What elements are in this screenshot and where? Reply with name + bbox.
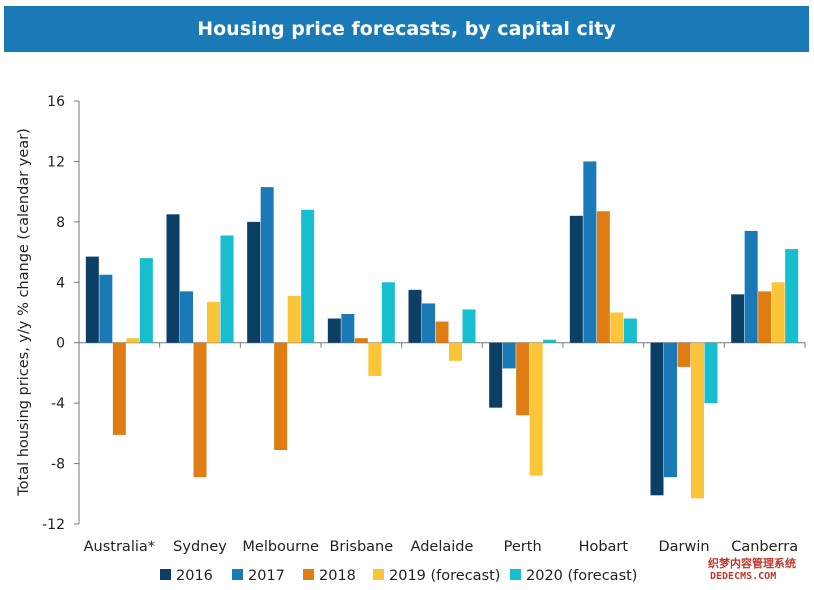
y-tick-label: 0 bbox=[56, 336, 65, 352]
category-label: Canberra bbox=[731, 539, 798, 555]
category-label: Hobart bbox=[579, 539, 629, 555]
watermark-line2: DEDECMS.COM bbox=[710, 571, 776, 582]
bar bbox=[650, 342, 664, 496]
bar bbox=[596, 211, 610, 343]
bar bbox=[785, 249, 799, 343]
bar bbox=[220, 235, 234, 343]
bar bbox=[569, 215, 583, 343]
legend-swatch bbox=[160, 569, 171, 580]
bar bbox=[489, 342, 503, 408]
y-tick-label: -4 bbox=[51, 396, 65, 412]
category-label: Australia* bbox=[84, 539, 155, 555]
bar bbox=[583, 161, 597, 343]
legend-entry: 2020 (forecast) bbox=[526, 568, 637, 584]
y-tick-label: -8 bbox=[51, 457, 65, 473]
bar bbox=[301, 209, 315, 343]
bars bbox=[85, 161, 799, 499]
bar bbox=[99, 274, 113, 343]
bar bbox=[529, 342, 543, 476]
y-tick-label: 16 bbox=[47, 94, 65, 110]
bar bbox=[85, 256, 99, 343]
bar bbox=[139, 258, 153, 343]
bar bbox=[207, 301, 220, 343]
bar bbox=[731, 294, 745, 343]
bar bbox=[543, 339, 557, 343]
bar bbox=[462, 309, 476, 343]
chart-title: Housing price forecasts, by capital city bbox=[197, 18, 616, 40]
bar bbox=[381, 282, 395, 343]
bar bbox=[247, 221, 261, 343]
watermark: 织梦内容管理系统 DEDECMS.COM bbox=[708, 556, 796, 582]
bar bbox=[422, 303, 435, 343]
y-axis-label: Total housing prices, y/y % change (cale… bbox=[16, 128, 32, 497]
legend-swatch bbox=[510, 569, 521, 580]
chart-title-banner: Housing price forecasts, by capital city bbox=[4, 6, 809, 52]
category-label: Melbourne bbox=[242, 539, 319, 555]
bar bbox=[758, 291, 772, 343]
category-label: Perth bbox=[504, 539, 542, 555]
bar bbox=[193, 342, 207, 478]
bar bbox=[691, 342, 704, 499]
bar bbox=[166, 214, 180, 343]
legend-swatch bbox=[373, 569, 384, 580]
legend-entry: 2018 bbox=[319, 568, 356, 584]
bar bbox=[287, 295, 301, 343]
bar bbox=[126, 338, 140, 343]
bar bbox=[516, 342, 530, 416]
category-label: Sydney bbox=[173, 539, 227, 555]
bar bbox=[449, 342, 462, 361]
legend-entry: 2016 bbox=[176, 568, 213, 584]
bar bbox=[274, 342, 288, 450]
bar bbox=[435, 321, 449, 343]
watermark-line1: 织梦内容管理系统 bbox=[708, 556, 796, 570]
bar bbox=[704, 342, 718, 404]
y-tick-label: 8 bbox=[56, 215, 65, 231]
legend-entry: 2017 bbox=[248, 568, 285, 584]
category-labels: Australia* Sydney Melbourne Brisbane Adelaid… bbox=[84, 539, 798, 555]
bar bbox=[112, 342, 126, 435]
bar bbox=[260, 187, 274, 343]
bar bbox=[408, 289, 422, 343]
bar bbox=[771, 282, 785, 343]
y-tick-label: -12 bbox=[42, 517, 65, 533]
bar bbox=[664, 342, 677, 478]
category-label: Adelaide bbox=[411, 539, 474, 555]
bar bbox=[354, 338, 368, 343]
y-tick-label: 4 bbox=[56, 275, 65, 291]
bar bbox=[502, 342, 516, 369]
category-label: Brisbane bbox=[329, 539, 393, 555]
bar bbox=[610, 312, 624, 343]
bar bbox=[623, 318, 637, 343]
legend: 2016 2017 2018 2019 (forecast) 2020 (forecas… bbox=[160, 568, 637, 584]
bar bbox=[180, 291, 193, 343]
legend-entry: 2019 (forecast) bbox=[389, 568, 500, 584]
bar bbox=[327, 318, 341, 343]
bar bbox=[677, 342, 691, 367]
bar bbox=[368, 342, 382, 376]
bar bbox=[341, 314, 355, 343]
legend-swatch bbox=[232, 569, 243, 580]
y-tick-label: 12 bbox=[47, 154, 65, 170]
bar bbox=[744, 230, 758, 343]
category-label: Darwin bbox=[658, 539, 709, 555]
legend-swatch bbox=[303, 569, 314, 580]
